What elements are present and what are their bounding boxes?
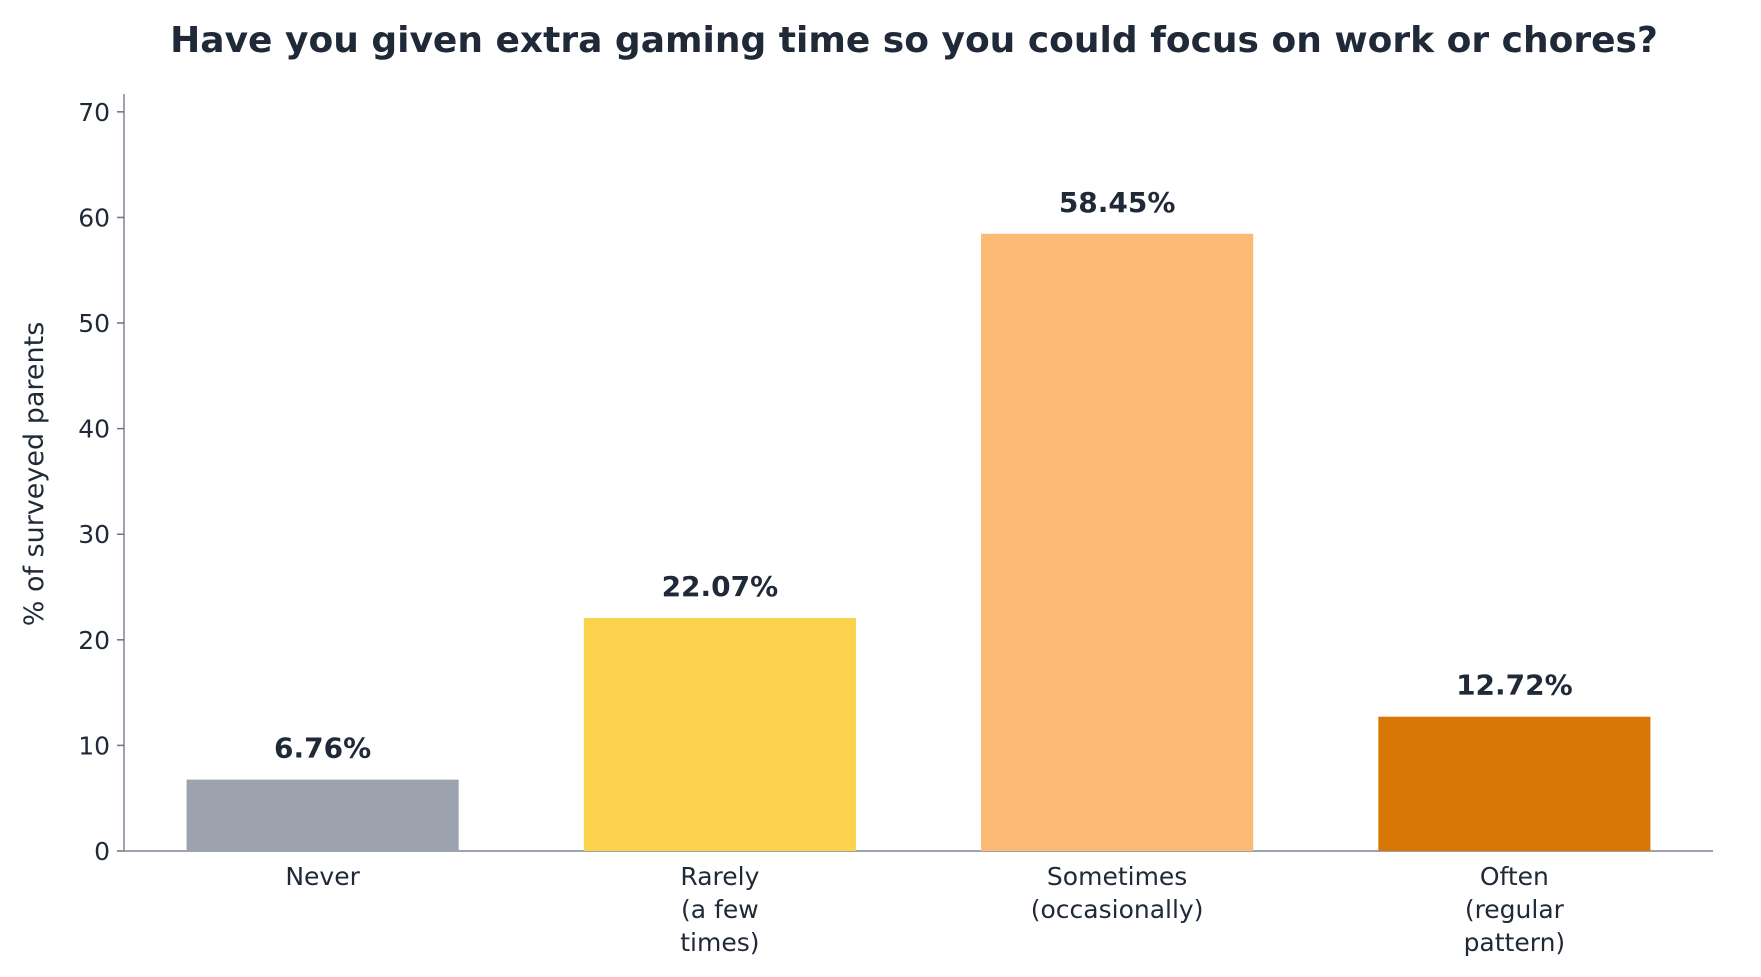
- data-label: 58.45%: [1059, 186, 1176, 219]
- data-label: 6.76%: [274, 732, 371, 765]
- bar: [1378, 716, 1651, 851]
- data-label: 12.72%: [1456, 669, 1573, 702]
- y-tick-label: 40: [78, 415, 110, 444]
- plot-area: 0 10 20 30 40 50 60 70 6.76% Never 22.07% Rarely (a …: [78, 94, 1713, 957]
- x-tick-label-line: Often: [1480, 862, 1549, 891]
- y-tick-label: 70: [78, 98, 110, 127]
- x-tick-label: Rarely (a few times): [680, 862, 759, 957]
- y-tick-label: 50: [78, 309, 110, 338]
- bar: [583, 617, 856, 851]
- y-tick-label: 10: [78, 731, 110, 760]
- x-tick-label-line: Never: [285, 862, 360, 891]
- bar: [981, 233, 1254, 851]
- x-tick-label-line: Sometimes: [1047, 862, 1187, 891]
- data-label: 22.07%: [662, 570, 779, 603]
- y-tick-label: 20: [78, 626, 110, 655]
- x-tick-label-line: pattern): [1464, 928, 1566, 957]
- y-axis-label: % of surveyed parents: [19, 322, 50, 627]
- x-tick-label-line: (a few: [681, 895, 759, 924]
- x-tick-label-line: times): [680, 928, 759, 957]
- x-tick-label: Never: [285, 862, 360, 891]
- y-tick-label: 60: [78, 203, 110, 232]
- x-tick-label: Sometimes (occasionally): [1031, 862, 1204, 924]
- x-tick-label: Often (regular pattern): [1464, 862, 1566, 957]
- chart-title: Have you given extra gaming time so you …: [170, 20, 1658, 61]
- x-tick-label-line: (regular: [1465, 895, 1565, 924]
- y-tick-label: 30: [78, 520, 110, 549]
- x-tick-label-line: (occasionally): [1031, 895, 1204, 924]
- bar: [186, 779, 459, 851]
- x-tick-label-line: Rarely: [680, 862, 759, 891]
- y-tick-label: 0: [94, 837, 110, 866]
